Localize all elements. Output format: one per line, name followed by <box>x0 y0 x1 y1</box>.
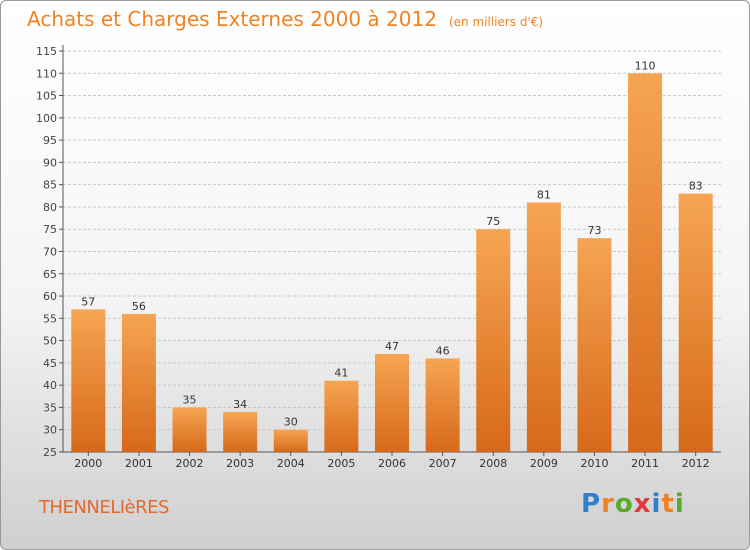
bar-value-label: 30 <box>284 416 298 429</box>
y-tick-label: 90 <box>43 156 57 169</box>
x-tick-label: 2006 <box>378 457 406 470</box>
chart-title-main: Achats et Charges Externes 2000 à 2012 <box>27 7 437 31</box>
logo-letter: x <box>633 489 652 519</box>
x-tick-label: 2000 <box>74 457 102 470</box>
chart-title: Achats et Charges Externes 2000 à 2012 (e… <box>27 7 543 31</box>
y-tick-label: 30 <box>43 424 57 437</box>
bar-2000 <box>71 309 106 452</box>
y-tick-label: 100 <box>36 112 57 125</box>
logo-letter: t <box>661 489 675 519</box>
brand-logo: Proxiti <box>581 489 685 519</box>
x-tick-label: 2003 <box>226 457 254 470</box>
labels: 25 30 35 40 45 50 55 60 65 70 75 80 85 90 95 100 105 110 1… <box>36 45 710 470</box>
x-tick-label: 2001 <box>125 457 153 470</box>
bar-value-label: 73 <box>587 224 601 237</box>
bar-value-label: 81 <box>537 188 551 201</box>
bar-2001 <box>121 313 156 452</box>
y-tick-label: 110 <box>36 67 57 80</box>
bar-2005 <box>324 380 359 452</box>
y-tick-label: 105 <box>36 90 57 103</box>
y-tick-label: 50 <box>43 335 57 348</box>
chart-subtitle: (en milliers d'€) <box>448 15 544 29</box>
bar-value-label: 110 <box>635 59 656 72</box>
x-tick-label: 2005 <box>327 457 355 470</box>
y-tick-label: 65 <box>43 268 57 281</box>
y-tick-label: 75 <box>43 223 57 236</box>
x-tick-label: 2011 <box>631 457 659 470</box>
bar-2002 <box>172 407 207 452</box>
logo-letter: P <box>581 489 602 519</box>
x-tick-label: 2004 <box>277 457 305 470</box>
bar-value-label: 56 <box>132 300 146 313</box>
bar-value-label: 34 <box>233 398 247 411</box>
bar-value-label: 75 <box>486 215 500 228</box>
location-name: THENNELIèRES <box>39 497 169 518</box>
y-tick-label: 85 <box>43 179 57 192</box>
bar-value-label: 47 <box>385 340 399 353</box>
y-tick-label: 35 <box>43 401 57 414</box>
bar-value-label: 83 <box>689 180 703 193</box>
bar-2007 <box>425 358 460 452</box>
bar-value-label: 46 <box>436 344 450 357</box>
x-tick-label: 2009 <box>530 457 558 470</box>
y-tick-label: 60 <box>43 290 57 303</box>
x-tick-label: 2012 <box>682 457 710 470</box>
logo-letter: i <box>651 489 662 519</box>
bar-2003 <box>223 411 258 452</box>
bar-value-label: 41 <box>334 367 348 380</box>
logo-letter: o <box>614 489 634 519</box>
bar-2008 <box>476 229 511 452</box>
bar-2012 <box>678 193 713 453</box>
x-tick-label: 2010 <box>580 457 608 470</box>
y-tick-label: 45 <box>43 357 57 370</box>
bar-2011 <box>628 73 663 453</box>
bar-value-label: 35 <box>183 393 197 406</box>
bar-2009 <box>526 202 561 452</box>
y-tick-label: 55 <box>43 312 57 325</box>
x-tick-label: 2007 <box>429 457 457 470</box>
y-tick-label: 70 <box>43 246 57 259</box>
bar-value-label: 57 <box>81 295 95 308</box>
bars <box>71 73 713 453</box>
y-tick-label: 95 <box>43 134 57 147</box>
bar-2010 <box>577 238 612 452</box>
y-tick-label: 25 <box>43 446 57 459</box>
bar-2004 <box>273 429 308 452</box>
logo-letter: r <box>601 489 615 519</box>
y-tick-label: 40 <box>43 379 57 392</box>
logo-letter: i <box>674 489 685 519</box>
x-tick-label: 2002 <box>176 457 204 470</box>
y-tick-label: 80 <box>43 201 57 214</box>
bar-2006 <box>375 353 409 452</box>
y-tick-label: 115 <box>36 45 57 58</box>
x-tick-label: 2008 <box>479 457 507 470</box>
